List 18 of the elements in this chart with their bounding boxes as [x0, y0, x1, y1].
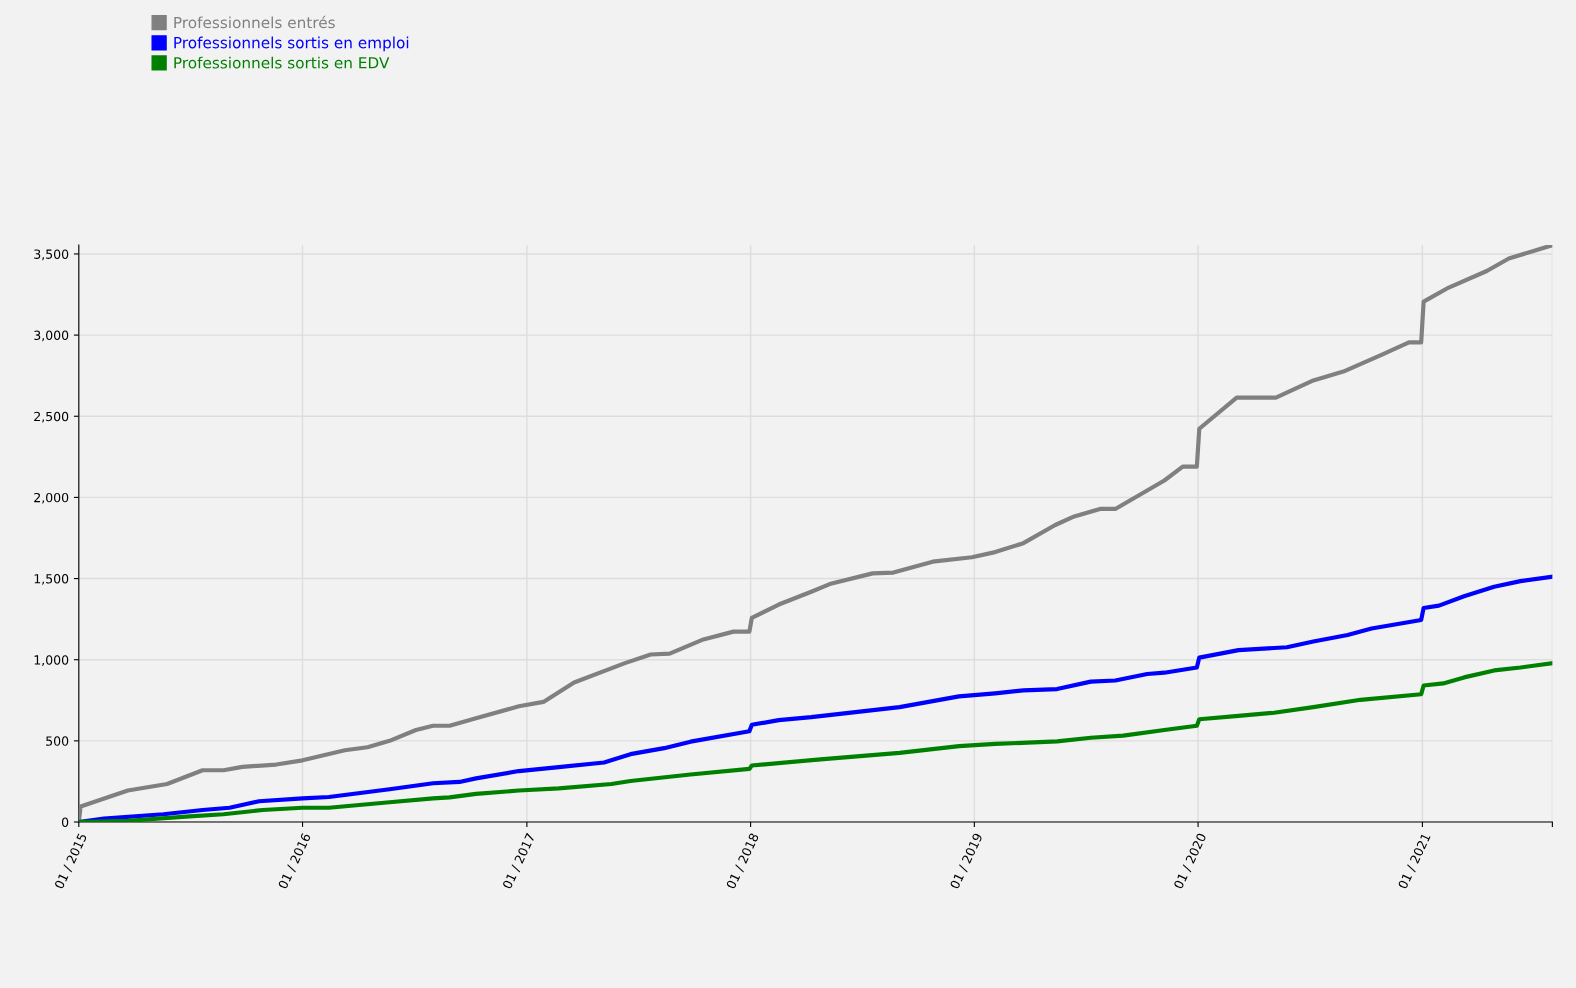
x-tick-label: 01 / 2016	[277, 832, 312, 890]
legend-label: Professionnels entrés	[174, 15, 335, 29]
y-tick-label: 0	[61, 817, 69, 827]
x-tick-label: 01 / 2017	[502, 832, 537, 890]
x-tick-label: 01 / 2019	[949, 832, 984, 890]
legend-label: Professionnels sortis en emploi	[174, 36, 409, 52]
y-tick-label: 2,500	[34, 411, 69, 423]
x-tick-label: 01 / 2015	[54, 832, 88, 890]
y-tick-label: 3,000	[34, 330, 69, 342]
y-tick-label: 3,500	[34, 249, 69, 261]
x-tick-label: 01 / 2021	[1397, 832, 1432, 890]
y-tick-label: 1,500	[34, 574, 69, 585]
legend-label: Professionnels sortis en EDV	[174, 56, 390, 69]
x-tick-label: 01 / 2018	[725, 832, 760, 890]
x-tick-label: 01 / 2020	[1173, 832, 1208, 890]
y-tick-label: 500	[46, 736, 69, 746]
y-tick-label: 1,000	[34, 655, 69, 666]
y-tick-label: 2,000	[34, 492, 69, 504]
